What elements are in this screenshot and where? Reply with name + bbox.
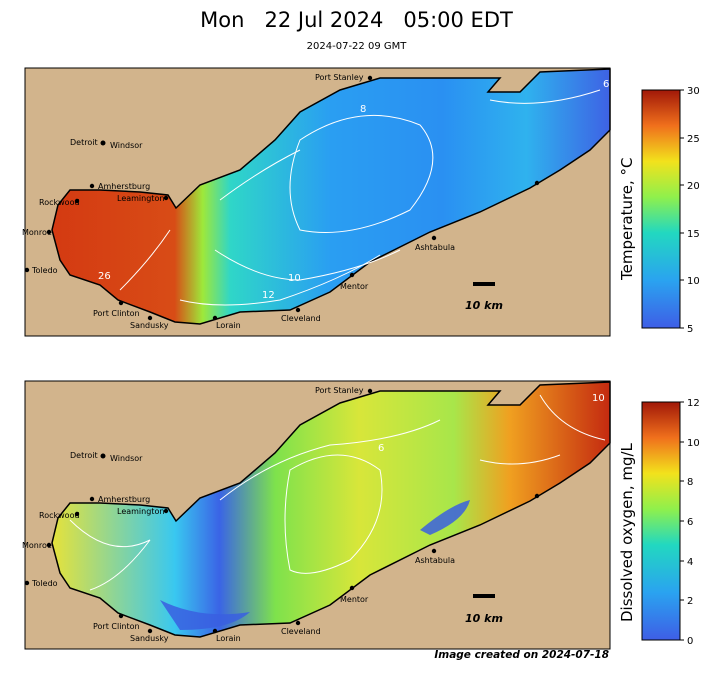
city-label: Rockwood [39,198,80,207]
colorbar-tick-label: 10 [687,438,700,449]
colorbar-tick-label: 12 [687,398,700,409]
temperature-contour [289,114,434,233]
lake-erie-water [51,68,611,325]
oxygen-contour-label: 6 [378,443,384,454]
temperature-contour [179,89,601,306]
city-label: Windsor [110,454,143,463]
city-label: Sandusky [130,321,169,330]
oxygen-colorbar-ticks: 12 10 8 6 4 2 0 [680,398,700,647]
scale-bar [473,282,495,286]
city-label: Toledo [31,266,58,275]
city-label: Mentor [340,595,369,604]
temperature-colorbar [641,89,681,329]
city-label: Toledo [31,579,58,588]
city-label: Lorain [216,321,241,330]
oxygen-contour-label: 10 [592,393,605,404]
city-label: Port Clinton [93,622,140,631]
city-label: Detroit [70,138,98,147]
city-markers: Port Stanley Detroit Windsor Amherstburg… [22,386,540,643]
oxygen-colorbar-label: Dissolved oxygen, mg/L [618,442,636,622]
city-label: Sandusky [130,634,169,643]
colorbar-tick-label: 4 [687,557,693,568]
city-label: Lorain [216,634,241,643]
city-label: Port Stanley [315,73,364,82]
city-label: Port Stanley [315,386,364,395]
colorbar-tick-label: 25 [687,134,700,145]
colorbar-tick-label: 10 [687,276,700,287]
colorbar-tick-label: 20 [687,181,700,192]
oxygen-contour [219,394,606,501]
scale-bar-label: 10 km [465,299,503,312]
colorbar-tick-label: 5 [687,324,693,335]
page-subtitle: 2024-07-22 09 GMT [306,41,407,52]
temperature-colorbar-ticks: 30 25 20 15 10 5 [680,86,700,335]
city-label: Monroe [22,228,52,237]
scale-bar-label: 10 km [465,612,503,625]
scale-bar [473,594,495,598]
colorbar-tick-label: 6 [687,517,693,528]
temperature-contour-label: 12 [262,290,275,301]
city-label: Detroit [70,451,98,460]
city-label: Amherstburg [98,495,150,504]
temperature-contour-label: 6 [603,79,609,90]
temperature-contour [214,149,401,281]
oxygen-contour [69,454,561,591]
city-label: Leamington [117,194,164,203]
colorbar-tick-label: 0 [687,636,693,647]
city-label: Cleveland [281,314,321,323]
city-markers: Port Stanley Detroit Windsor Amherstburg… [22,73,540,330]
lake-erie-water [51,381,611,638]
temperature-contour-label: 10 [288,273,301,284]
colorbar-tick-label: 15 [687,229,700,240]
city-label: Ashtabula [415,556,455,565]
colorbar-tick-label: 2 [687,596,693,607]
city-label: Rockwood [39,511,80,520]
city-label: Monroe [22,541,52,550]
colorbar-tick-label: 30 [687,86,700,97]
temperature-colorbar-label: Temperature, °C [618,157,636,281]
image-created-note: Image created on 2024-07-18 [434,649,609,661]
city-label: Windsor [110,141,143,150]
city-label: Mentor [340,282,369,291]
city-label: Port Clinton [93,309,140,318]
temperature-contour-label: 26 [98,271,111,282]
city-label: Amherstburg [98,182,150,191]
oxygen-contour [284,454,383,574]
colorbar-tick-label: 8 [687,477,693,488]
oxygen-low-zone [420,500,470,535]
temperature-map: 8 10 12 26 6 Port Stanley Detroit Windso… [22,67,700,337]
oxygen-low-zone [160,600,250,630]
temperature-contour-label: 8 [360,104,366,115]
oxygen-colorbar [641,401,681,641]
page-title: Mon 22 Jul 2024 05:00 EDT [200,8,513,32]
city-label: Cleveland [281,627,321,636]
city-label: Ashtabula [415,243,455,252]
dissolved-oxygen-map: 6 10 Port Stanley Detroit Windsor Amhers… [22,380,700,650]
city-label: Leamington [117,507,164,516]
temperature-contour [119,229,171,291]
